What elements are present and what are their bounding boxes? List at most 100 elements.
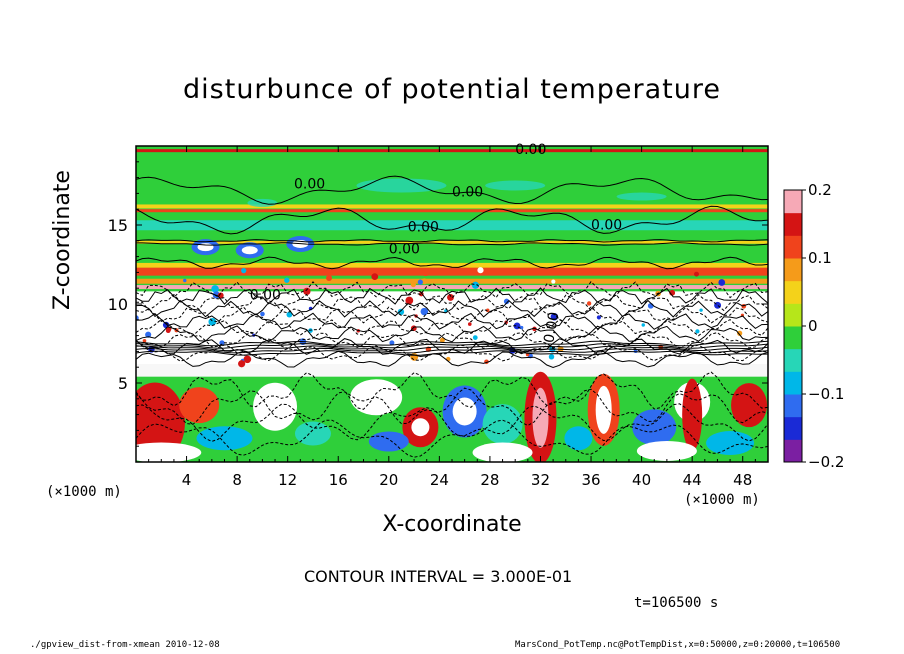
mixed-cell (647, 302, 654, 309)
colorbar: −0.2 −0.1 0 0.1 0.2 (783, 181, 844, 471)
mixed-cell (737, 330, 743, 336)
x-unit-left: (×1000 m) (46, 484, 122, 500)
mixed-cell (326, 274, 333, 281)
mixed-cell (467, 322, 472, 326)
mixed-cell (439, 337, 445, 343)
x-tick-label: 36 (581, 471, 600, 489)
y-tick-label: 5 (118, 374, 128, 393)
mixed-cell (303, 271, 307, 275)
contour-label: 0.00 (541, 311, 562, 344)
contour-interval: CONTOUR INTERVAL = 3.000E-01 (304, 567, 573, 586)
mixed-cell (694, 271, 699, 277)
band-16b (136, 209, 768, 213)
contour-line (136, 239, 768, 243)
x-tick-label: 40 (632, 471, 651, 489)
mixed-cell (417, 279, 423, 285)
contour-label: 0.00 (591, 218, 622, 234)
mixed-cell (471, 281, 480, 289)
eddy-blob (632, 409, 677, 446)
mixed-cell (241, 267, 247, 274)
x-tick-label: 8 (232, 471, 242, 489)
eddy-blob (731, 383, 768, 428)
cool-patch (485, 180, 546, 191)
eddy-blob (196, 426, 253, 451)
contour-line (136, 331, 768, 349)
mixed-cell (303, 287, 311, 296)
mixed-cell (479, 330, 484, 335)
contour-line (136, 205, 768, 235)
eddy-blob (472, 442, 533, 462)
band-top (136, 149, 768, 153)
contour-line (136, 293, 768, 312)
eddy-blob (706, 431, 755, 456)
mixed-cell (420, 307, 429, 316)
colorbar-tick-label: −0.2 (808, 453, 844, 471)
colorbar-tick-label: 0.2 (808, 181, 832, 199)
mixed-cell (410, 281, 416, 288)
contour-lines (136, 175, 768, 458)
heatmap-field (136, 146, 768, 462)
eddy-blob (368, 431, 409, 452)
eddy-blob (179, 387, 220, 424)
mixed-cell (371, 273, 379, 280)
colorbar-swatch (784, 235, 802, 259)
mixed-cell (284, 277, 290, 283)
band-15 (136, 220, 768, 231)
contour-line (136, 403, 768, 442)
mixed-cell (550, 312, 559, 321)
mixed-cell (718, 279, 726, 286)
eddy-blob (636, 440, 697, 461)
band-11 (136, 285, 768, 290)
cool-patch (616, 192, 667, 201)
contour-line (136, 371, 768, 410)
x-axis-label: X-coordinate (382, 512, 522, 537)
colorbar-tick-label: 0 (808, 317, 818, 335)
eddy-blob (136, 382, 185, 462)
contour-line (136, 350, 768, 369)
band-16 (136, 204, 768, 209)
mixed-cell (699, 308, 703, 312)
y-axis-ticks: 5 10 15 (108, 161, 768, 447)
x-tick-label: 4 (182, 471, 192, 489)
contour-label: 0.00 (389, 241, 420, 257)
mixed-cell (389, 340, 395, 346)
mixed-cell (436, 323, 440, 327)
colorbar-swatch (784, 394, 802, 418)
y-axis-label: Z-coordinate (50, 170, 75, 310)
mixed-cell (343, 359, 347, 364)
contour-line (136, 340, 768, 347)
colorbar-swatch (784, 439, 802, 463)
band-115 (136, 278, 768, 284)
mixed-cell (397, 308, 405, 316)
eddy-blob (595, 385, 612, 434)
contour-line (136, 343, 768, 349)
eddy-blob (411, 418, 430, 437)
mixed-cell (286, 311, 293, 318)
mixed-cell (641, 323, 645, 327)
contour-line (136, 306, 768, 324)
x-tick-label: 48 (733, 471, 752, 489)
contour-line (136, 419, 768, 458)
colorbar-swatch (784, 416, 802, 440)
mixed-cell (142, 338, 147, 343)
contour-label: 0.00 (408, 219, 439, 235)
footer-script: ./gpview_dist-from-xmean 2010-12-08 (30, 640, 220, 650)
x-tick-label: 12 (278, 471, 297, 489)
contour-labels: 0.00 0.00 0.00 0.00 0.00 0.00 0.00 0.00 (250, 142, 622, 344)
band-white (136, 291, 768, 368)
colorbar-swatch (784, 326, 802, 350)
contour-line (136, 387, 768, 427)
mixed-cell (238, 360, 246, 368)
chart-title: disturbunce of potential temperature (183, 74, 721, 105)
y-tick-label: 15 (108, 216, 128, 235)
colorbar-tick-label: 0.1 (808, 249, 832, 267)
contour-line (136, 347, 768, 354)
eddy-blob (532, 387, 549, 448)
mixed-cell (695, 329, 700, 334)
colorbar-swatch (784, 258, 802, 282)
contour-line (136, 312, 768, 330)
contour-line (136, 287, 768, 305)
contour-line (136, 280, 768, 299)
time-label: t=106500 s (634, 595, 719, 611)
